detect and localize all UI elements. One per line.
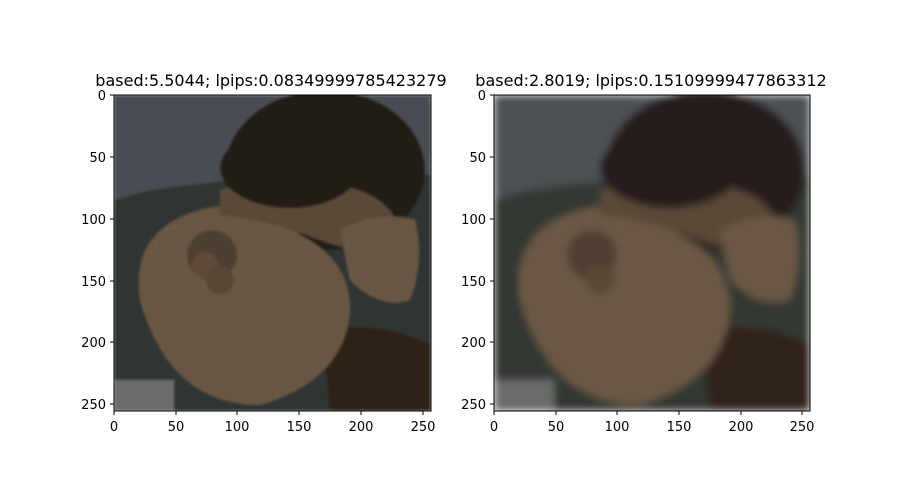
panel-title-right: based:2.8019; lpips:0.15109999477863312 — [475, 71, 826, 90]
x-axis-left: 0 50 100 150 200 250 — [110, 411, 436, 435]
panel-title-left: based:5.5044; lpips:0.08349999785423279 — [95, 71, 446, 90]
x-tick-label: 100 — [225, 420, 250, 435]
x-tick-label: 250 — [790, 420, 815, 435]
y-axis-left: 0 50 100 150 200 250 — [81, 89, 114, 413]
x-tick-label: 50 — [548, 420, 565, 435]
x-tick-label: 150 — [667, 420, 692, 435]
panel-left: based:5.5044; lpips:0.08349999785423279 — [81, 71, 447, 435]
x-tick-label: 250 — [411, 420, 436, 435]
y-tick-label: 250 — [81, 398, 106, 413]
y-tick-label: 50 — [89, 151, 106, 166]
photo-left — [114, 95, 431, 411]
x-tick-label: 0 — [110, 420, 118, 435]
y-tick-label: 100 — [461, 213, 486, 228]
axes-frame-right — [493, 94, 811, 412]
x-axis-right: 0 50 100 150 200 250 — [490, 411, 815, 435]
photo-right — [494, 95, 810, 411]
x-tick-label: 200 — [349, 420, 374, 435]
y-tick-label: 50 — [469, 151, 486, 166]
panel-right: based:2.8019; lpips:0.15109999477863312 — [461, 71, 827, 435]
x-tick-label: 100 — [605, 420, 630, 435]
y-axis-right: 0 50 100 150 200 250 — [461, 89, 494, 413]
axes-frame-left — [113, 94, 432, 412]
x-tick-label: 50 — [168, 420, 185, 435]
y-tick-label: 150 — [461, 275, 486, 290]
x-tick-label: 0 — [490, 420, 498, 435]
y-tick-label: 250 — [461, 398, 486, 413]
y-tick-label: 200 — [81, 336, 106, 351]
y-tick-label: 0 — [98, 89, 106, 104]
y-tick-label: 150 — [81, 275, 106, 290]
y-tick-label: 0 — [478, 89, 486, 104]
x-tick-label: 200 — [729, 420, 754, 435]
y-tick-label: 200 — [461, 336, 486, 351]
x-tick-label: 150 — [287, 420, 312, 435]
y-tick-label: 100 — [81, 213, 106, 228]
